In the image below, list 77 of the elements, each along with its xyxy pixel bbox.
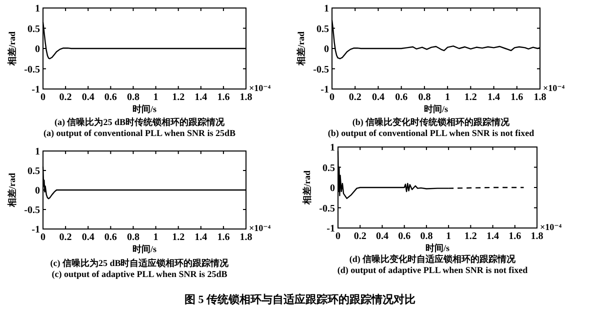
x-tick-label: 1.4 — [194, 92, 208, 103]
x-tick-label: 1.8 — [240, 232, 252, 243]
text: ×10⁻⁴ — [249, 223, 271, 233]
x-tick-label: 1.6 — [217, 92, 230, 103]
text: (a) 信噪比为25 dB时传统锁相环的跟踪情况 — [54, 117, 226, 127]
x-tick-label: 0.2 — [354, 231, 366, 242]
x-tick-label: 1.2 — [464, 231, 477, 242]
x-axis-title: 时间/s — [425, 243, 450, 253]
x-tick-label: 1 — [153, 92, 158, 103]
y-tick-label: 0.5 — [322, 162, 335, 174]
x-tick-label: 1.2 — [172, 92, 185, 103]
text: (d) output of adaptive PLL when SNR is not fixed — [337, 265, 528, 275]
x-axis-title: 时间/s — [424, 104, 448, 114]
x-tick-label: 0.2 — [59, 232, 72, 243]
y-tick-label: -0.5 — [24, 205, 40, 216]
y-axis-title: 相差/rad — [7, 31, 17, 67]
x-tick-label: 1 — [446, 231, 452, 242]
x-tick-label: 0.6 — [104, 92, 117, 103]
y-tick-label: 1 — [35, 146, 40, 158]
y-tick-label: -0.5 — [319, 203, 335, 214]
x-tick-label: 0.8 — [126, 92, 140, 103]
y-axis-title: 相差/rad — [302, 170, 312, 206]
text: (a) output of conventional PLL when SNR is 25dB — [43, 128, 236, 138]
x-tick-label: 1.8 — [534, 92, 546, 103]
y-tick-label: 0 — [330, 183, 335, 194]
x-tick-label: 1.8 — [240, 92, 252, 103]
text: ×10⁻⁴ — [540, 222, 562, 232]
y-tick-label: 0 — [35, 186, 40, 196]
y-tick-label: 1 — [35, 4, 40, 14]
x-tick-label: 0.4 — [82, 232, 94, 243]
x-tick-label: 1.2 — [172, 232, 185, 243]
y-tick-label: -1 — [32, 84, 40, 96]
x-axis-title: 时间/s — [132, 244, 157, 254]
text: (b) output of conventional PLL when SNR is not fixed — [328, 128, 534, 138]
y-tick-label: 0 — [324, 44, 329, 55]
text: ×10⁻⁴ — [543, 83, 565, 93]
x-tick-label: 0.4 — [372, 92, 384, 103]
x-tick-label: 1 — [445, 92, 450, 103]
x-tick-label: 0.8 — [420, 231, 433, 242]
text: (d) 信噪比变化时自适应锁相环的跟踪情况 — [349, 254, 517, 264]
y-tick-label: -1 — [32, 224, 40, 236]
y-tick-label: 0.5 — [28, 166, 40, 177]
x-tick-label: 0.2 — [59, 92, 72, 103]
y-tick-label: 0.5 — [28, 24, 40, 35]
x-tick-label: 0.6 — [398, 231, 411, 242]
x-tick-label: 1.2 — [464, 92, 477, 103]
x-tick-label: 0.6 — [104, 232, 117, 243]
text: ×10⁻⁴ — [249, 83, 271, 93]
y-tick-label: 0 — [35, 44, 40, 55]
y-axis-title: 相差/rad — [296, 31, 306, 67]
y-tick-label: -1 — [320, 84, 329, 96]
x-tick-label: 1.8 — [530, 231, 544, 242]
text: (c) output of adaptive PLL when SNR is 25dB — [52, 269, 228, 279]
caption: 图 5 传统锁相环与自适应跟踪环的跟踪情况对比 — [184, 293, 416, 306]
x-tick-label: 1.6 — [510, 92, 524, 103]
x-tick-label: 1 — [153, 232, 158, 243]
x-tick-label: 1.4 — [488, 92, 500, 103]
x-tick-label: 1.4 — [486, 231, 500, 242]
x-tick-label: 0.8 — [126, 232, 140, 243]
x-tick-label: 0.2 — [348, 92, 362, 103]
y-tick-label: -0.5 — [313, 64, 329, 76]
y-tick-label: 1 — [330, 142, 335, 154]
y-axis-title: 相差/rad — [7, 172, 17, 208]
x-tick-label: 1.6 — [508, 231, 522, 242]
x-tick-label: 0.4 — [82, 92, 94, 103]
x-tick-label: 1.6 — [217, 232, 230, 243]
x-tick-label: 1.4 — [194, 232, 208, 243]
y-tick-label: -0.5 — [24, 64, 40, 76]
text: (c) 信噪比为25 dB时自适应锁相环的跟踪情况 — [50, 258, 230, 268]
y-tick-label: -1 — [326, 224, 335, 234]
x-tick-label: 0.8 — [418, 92, 431, 103]
x-tick-label: 0.6 — [395, 92, 408, 103]
y-tick-label: 0.5 — [316, 24, 329, 35]
y-tick-label: 1 — [324, 4, 329, 14]
text: (b) 信噪比变化时传统锁相环的跟踪情况 — [352, 117, 511, 127]
x-tick-label: 0.4 — [376, 231, 388, 242]
x-axis-title: 时间/s — [132, 104, 157, 114]
